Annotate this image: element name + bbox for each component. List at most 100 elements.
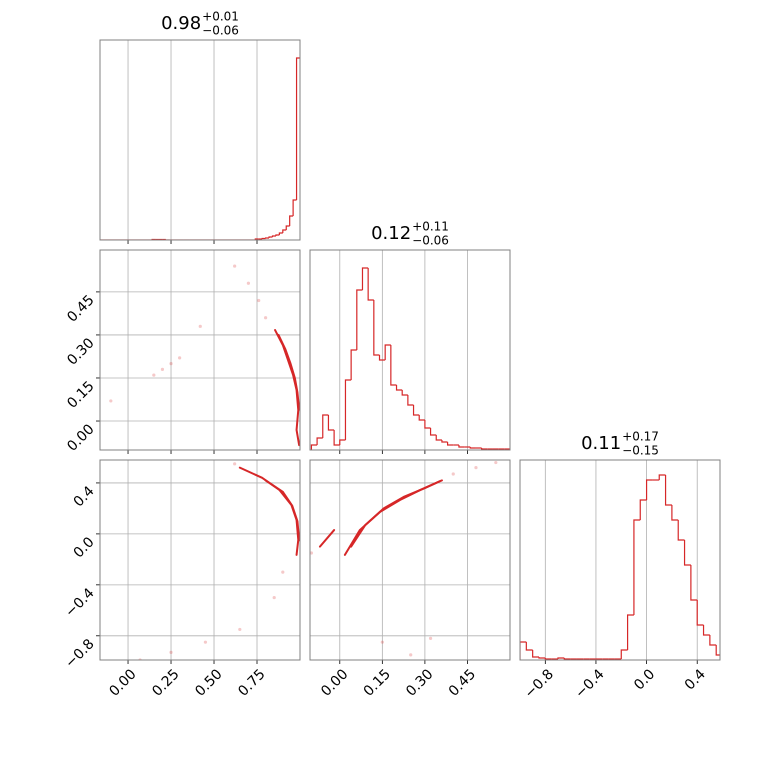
histogram-step xyxy=(677,520,685,541)
contour-line xyxy=(318,529,336,548)
x-tick-label: 0.45 xyxy=(446,666,479,699)
y-tick-label: 0.15 xyxy=(64,378,97,411)
panel-frame xyxy=(99,249,301,451)
x-tick-label: 0.75 xyxy=(235,666,268,699)
sample-point xyxy=(160,367,165,371)
histogram-step xyxy=(645,479,653,500)
sample-point xyxy=(409,653,413,657)
histogram-step xyxy=(289,215,294,226)
histogram-step xyxy=(412,405,420,416)
histogram-step xyxy=(639,499,647,520)
sample-point xyxy=(169,362,173,366)
contour-line xyxy=(238,466,300,556)
histogram-step xyxy=(664,475,672,506)
histogram-step xyxy=(344,379,352,440)
histogram-step xyxy=(282,229,287,233)
plot-area xyxy=(109,264,300,447)
panel-frame xyxy=(99,459,301,661)
panel: 0.00 0.15 0.30 0.45 xyxy=(64,249,301,455)
plot-area xyxy=(100,57,300,240)
histogram-step xyxy=(557,657,565,659)
title-upper: +0.11 xyxy=(412,220,449,234)
histogram-step xyxy=(429,428,437,436)
panel: 0.00 0.25 0.50 0.75 −0.8 −0.4 0.0 0.4 xyxy=(62,459,301,700)
sample-point xyxy=(238,627,242,632)
panel: −0.8 −0.4 0.0 0.4 xyxy=(519,459,721,702)
histogram-step xyxy=(350,349,357,380)
x-tick-label: 0.00 xyxy=(106,666,139,699)
panel-frame xyxy=(99,39,301,241)
sample-point xyxy=(109,399,113,403)
sample-point xyxy=(152,373,156,377)
panel-frame xyxy=(519,459,721,661)
histogram-step xyxy=(316,437,323,445)
histogram-step xyxy=(361,267,369,290)
contour-line xyxy=(274,329,300,447)
y-tick-label: 0.4 xyxy=(71,483,98,510)
histogram-step xyxy=(356,289,363,350)
histogram-step xyxy=(322,414,329,438)
title-value: 0.12 xyxy=(371,223,411,244)
histogram-step xyxy=(532,650,539,658)
sample-point xyxy=(494,460,498,465)
panel xyxy=(99,39,301,244)
title-upper: +0.01 xyxy=(202,10,239,24)
sample-point xyxy=(451,472,455,476)
histogram-step xyxy=(333,430,340,446)
histogram-step xyxy=(435,435,442,441)
histogram-step xyxy=(633,519,641,615)
x-tick-label: 0.50 xyxy=(192,666,225,699)
histogram-step xyxy=(418,415,425,421)
sample-point xyxy=(233,462,237,466)
sample-point xyxy=(474,466,478,470)
histogram-step xyxy=(401,390,408,396)
y-tick-label: 0.0 xyxy=(71,534,98,561)
histogram-step xyxy=(271,235,276,237)
histogram-step xyxy=(327,415,335,431)
title-lower: −0.06 xyxy=(412,234,449,248)
sample-point xyxy=(233,264,237,268)
sample-point xyxy=(264,316,268,320)
panel-frame xyxy=(309,459,511,661)
contour-line xyxy=(264,479,300,542)
x-tick-label: 0.15 xyxy=(361,666,394,699)
title-upper: +0.17 xyxy=(622,430,659,444)
histogram-step xyxy=(373,300,380,356)
y-tick-label: 0.45 xyxy=(64,292,97,325)
histogram-step xyxy=(538,657,546,659)
histogram-step xyxy=(671,505,679,521)
histogram-step xyxy=(458,445,465,448)
histogram-step xyxy=(384,344,391,360)
sample-point xyxy=(428,636,433,640)
title-value: 0.11 xyxy=(581,433,621,454)
histogram-step xyxy=(261,237,266,240)
histogram-step xyxy=(690,565,698,601)
histogram-step xyxy=(367,268,374,301)
histogram-step xyxy=(310,444,318,450)
sample-point xyxy=(178,356,182,360)
histogram-step xyxy=(424,420,431,429)
plot-area xyxy=(310,460,498,657)
panel-title: 0.98 +0.01−0.06 xyxy=(161,10,239,38)
x-tick-label: 0.30 xyxy=(403,666,436,699)
plot-area xyxy=(138,462,300,660)
contour-line xyxy=(277,333,300,411)
histogram-step xyxy=(658,474,666,480)
histogram-step xyxy=(446,442,454,446)
x-tick-label: 0.4 xyxy=(682,666,709,693)
histogram-step xyxy=(702,625,710,636)
histogram-step xyxy=(544,658,552,660)
y-tick-label: 0.00 xyxy=(64,421,97,454)
y-tick-label: 0.30 xyxy=(64,335,97,368)
plot-area xyxy=(520,474,720,660)
histogram-step xyxy=(709,635,717,646)
histogram-step xyxy=(715,645,720,656)
histogram-step xyxy=(683,540,691,566)
histogram-step xyxy=(268,236,273,238)
sample-point xyxy=(169,650,173,654)
histogram-step xyxy=(275,234,280,236)
y-tick-label: −0.4 xyxy=(62,585,97,620)
histogram-step xyxy=(481,448,488,450)
histogram-step xyxy=(395,385,403,391)
